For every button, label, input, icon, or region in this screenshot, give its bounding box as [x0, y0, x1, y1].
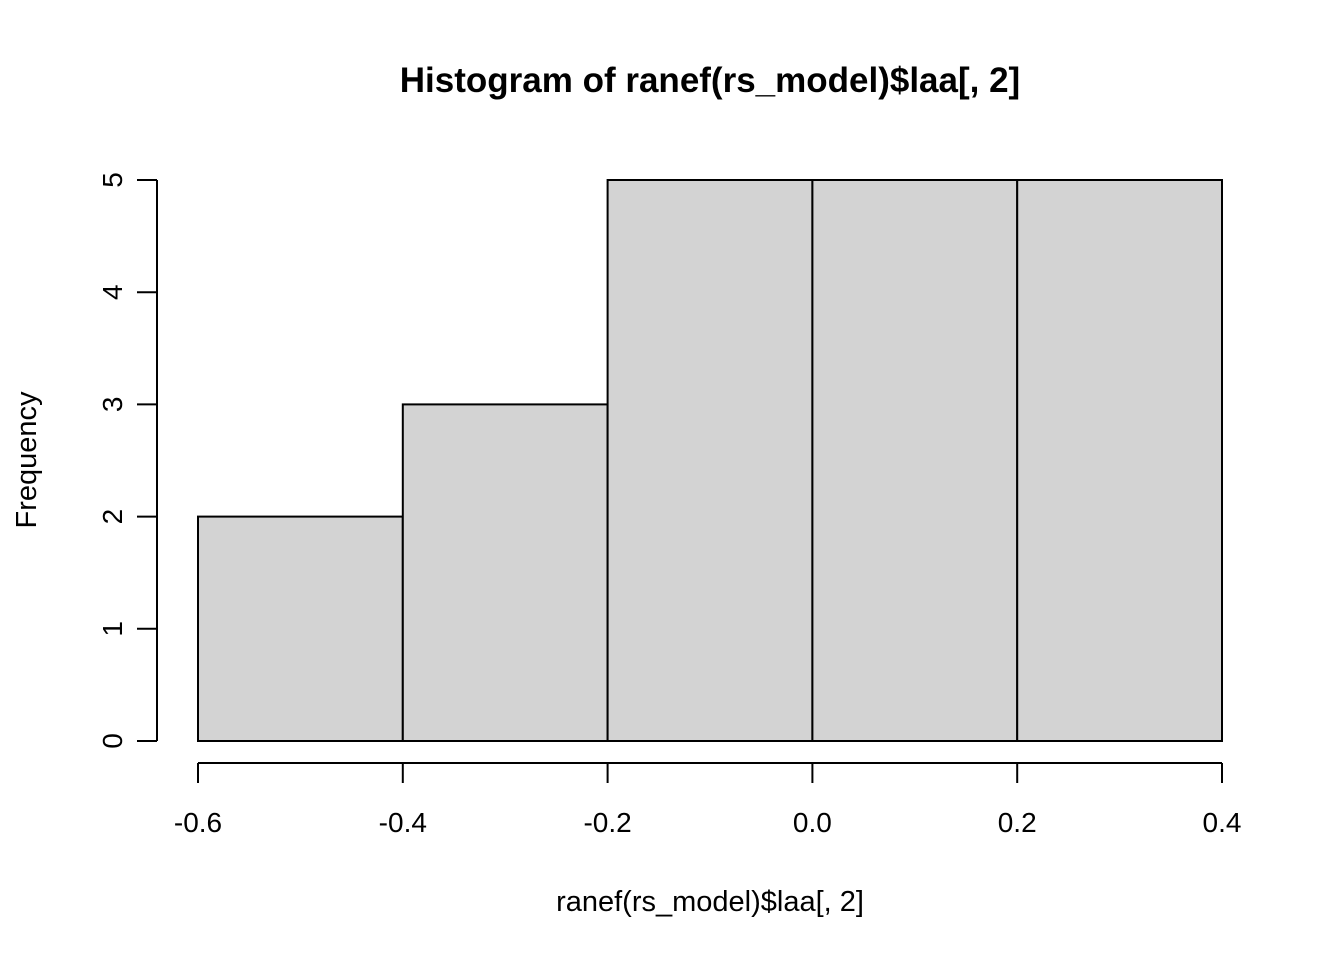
histogram-bar-1 [197, 515, 404, 742]
y-tick-label-1: 1 [97, 621, 128, 637]
histogram-bar-4 [811, 179, 1019, 742]
x-tick-label-3: 0.0 [793, 807, 832, 838]
x-tick-label-5: 0.4 [1203, 807, 1242, 838]
x-tick-label-2: -0.2 [583, 807, 631, 838]
y-tick-label-5: 5 [97, 172, 128, 188]
y-axis: 0 1 2 3 4 5 [97, 172, 158, 749]
y-tick-label-2: 2 [97, 509, 128, 525]
y-axis-label: Frequency [11, 391, 43, 529]
histogram-bar-2 [401, 403, 609, 742]
histogram-bar-5 [1016, 179, 1224, 742]
x-tick-label-0: -0.6 [174, 807, 222, 838]
x-tick-label-1: -0.4 [379, 807, 427, 838]
y-tick-label-0: 0 [97, 733, 128, 749]
chart-title: Histogram of ranef(rs_model)$laa[, 2] [400, 61, 1020, 100]
x-axis-label: ranef(rs_model)$laa[, 2] [556, 886, 864, 918]
x-axis: -0.6 -0.4 -0.2 0.0 0.2 0.4 [174, 762, 1242, 838]
bars-group [197, 179, 1224, 742]
y-tick-label-4: 4 [97, 284, 128, 300]
histogram-bar-3 [606, 179, 814, 742]
x-tick-label-4: 0.2 [998, 807, 1037, 838]
y-tick-label-3: 3 [97, 397, 128, 413]
